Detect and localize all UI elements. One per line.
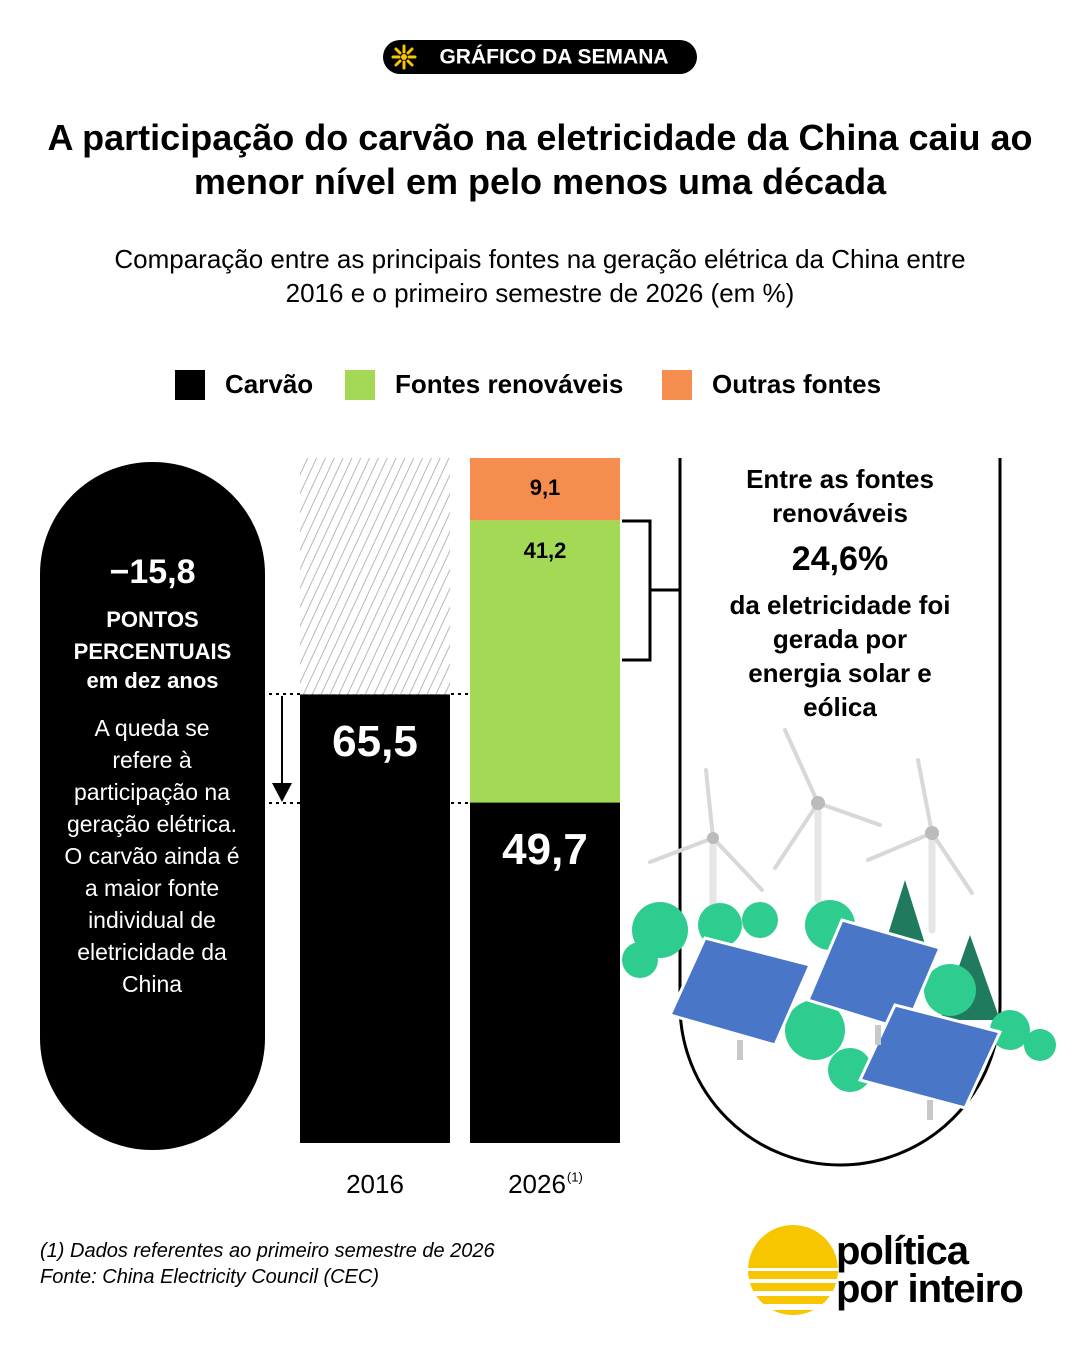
annotation: A queda se refere à participação na gera… (64, 715, 240, 997)
logo-text: por inteiro (836, 1267, 1024, 1311)
logo: política por inteiro (836, 1229, 1024, 1311)
illustration (622, 728, 1056, 1120)
annotation: PONTOS PERCENTUAIS (73, 607, 232, 664)
frame (678, 458, 1002, 1167)
data-label: 49,7 (502, 825, 588, 874)
annotation: em dez anos (86, 668, 219, 693)
arrow-head (272, 783, 292, 802)
badge (383, 40, 697, 74)
chart-subtitle: Comparação entre as principais fontes na… (114, 244, 966, 308)
data-label: 9,1 (530, 475, 561, 500)
x-tick-label: 2026 (508, 1169, 566, 1199)
annotation: da eletricidade foi gerada por energia s… (729, 590, 951, 722)
data-label: 65,5 (332, 717, 418, 766)
data-label: 41,2 (524, 538, 567, 563)
footer: (1) Dados referentes ao primeiro semestr… (40, 1238, 495, 1290)
bar-segment (300, 694, 450, 1143)
badge-icon (391, 44, 417, 70)
annotation: Entre as fontes renováveis (746, 464, 934, 528)
bar-segment (470, 520, 620, 803)
logo-text: política (836, 1229, 969, 1273)
annotation: −15,8 (109, 553, 196, 591)
legend-label: Outras fontes (712, 369, 881, 399)
legend-swatch (345, 370, 375, 400)
legend-label: Carvão (225, 369, 313, 399)
x-tick-note: (1) (567, 1169, 583, 1184)
source: Fonte: China Electricity Council (CEC) (40, 1266, 379, 1288)
legend-swatch (175, 370, 205, 400)
legend-label: Fontes renováveis (395, 369, 623, 399)
badge-text: GRÁFICO DA SEMANA (439, 46, 668, 69)
unreported-share (300, 458, 450, 695)
callout-pill (40, 462, 265, 1150)
x-tick-label: 2016 (346, 1169, 404, 1199)
annotation: 24,6% (791, 540, 889, 578)
bracket (622, 519, 680, 662)
chart-title: A participação do carvão na eletricidade… (47, 117, 1033, 202)
bar-segment (470, 802, 620, 1143)
bar-segment (470, 458, 620, 521)
footnote: (1) Dados referentes ao primeiro semestr… (40, 1240, 495, 1262)
legend-swatch (662, 370, 692, 400)
